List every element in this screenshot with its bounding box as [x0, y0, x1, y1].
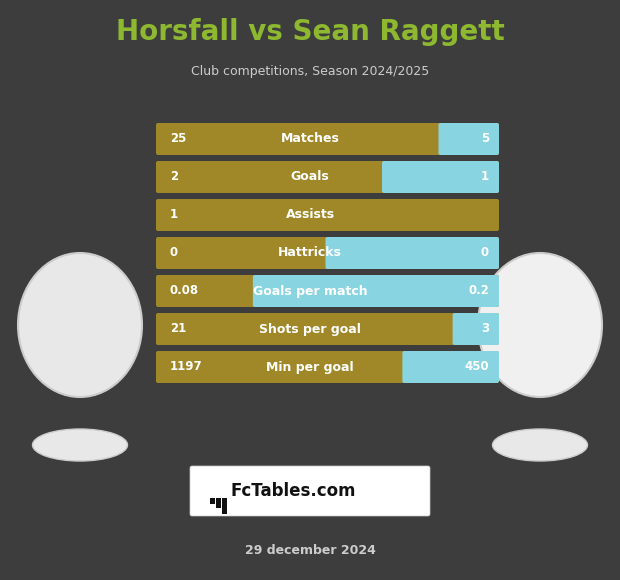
Text: 2: 2 — [170, 171, 178, 183]
Text: 450: 450 — [464, 361, 489, 374]
FancyBboxPatch shape — [156, 237, 499, 269]
FancyBboxPatch shape — [156, 199, 499, 231]
Text: Goals: Goals — [291, 171, 329, 183]
Bar — [216, 498, 221, 508]
Text: FcTables.com: FcTables.com — [230, 482, 355, 500]
FancyBboxPatch shape — [156, 275, 499, 307]
FancyBboxPatch shape — [156, 313, 499, 345]
Text: 0.2: 0.2 — [468, 285, 489, 298]
Ellipse shape — [492, 429, 588, 461]
Text: 3: 3 — [481, 322, 489, 335]
Bar — [210, 498, 215, 504]
Text: 0.08: 0.08 — [170, 285, 199, 298]
FancyBboxPatch shape — [156, 161, 499, 193]
Text: Horsfall vs Sean Raggett: Horsfall vs Sean Raggett — [115, 18, 505, 46]
Text: 0: 0 — [170, 246, 178, 259]
FancyBboxPatch shape — [453, 313, 499, 345]
Text: 25: 25 — [170, 132, 187, 146]
Text: 0: 0 — [481, 246, 489, 259]
FancyBboxPatch shape — [438, 123, 499, 155]
FancyBboxPatch shape — [402, 351, 499, 383]
Text: Club competitions, Season 2024/2025: Club competitions, Season 2024/2025 — [191, 66, 429, 78]
Text: 1: 1 — [170, 208, 178, 222]
Text: Matches: Matches — [281, 132, 339, 146]
Text: Hattricks: Hattricks — [278, 246, 342, 259]
FancyBboxPatch shape — [382, 161, 499, 193]
Text: 29 december 2024: 29 december 2024 — [244, 543, 376, 556]
Text: Shots per goal: Shots per goal — [259, 322, 361, 335]
FancyBboxPatch shape — [156, 351, 499, 383]
Bar — [222, 498, 227, 514]
Ellipse shape — [478, 253, 602, 397]
FancyBboxPatch shape — [253, 275, 499, 307]
Text: 21: 21 — [170, 322, 186, 335]
Text: 1: 1 — [481, 171, 489, 183]
FancyBboxPatch shape — [156, 123, 499, 155]
FancyBboxPatch shape — [190, 466, 430, 516]
Text: Min per goal: Min per goal — [266, 361, 354, 374]
FancyBboxPatch shape — [326, 237, 499, 269]
Ellipse shape — [18, 253, 142, 397]
Text: Goals per match: Goals per match — [253, 285, 367, 298]
Ellipse shape — [32, 429, 128, 461]
Text: 1197: 1197 — [170, 361, 203, 374]
Text: Assists: Assists — [285, 208, 335, 222]
Text: 5: 5 — [480, 132, 489, 146]
